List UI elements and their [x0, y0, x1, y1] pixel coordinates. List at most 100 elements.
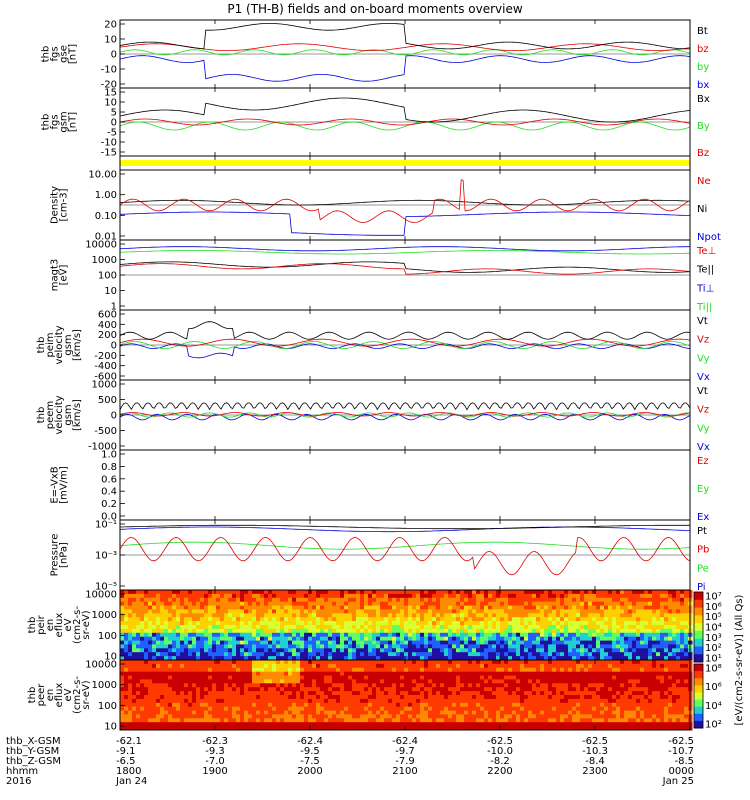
spectrogram-cell	[304, 636, 309, 642]
spectrogram-cell	[248, 628, 253, 634]
spectrogram-cell	[180, 621, 185, 626]
spectrogram-cell	[448, 656, 453, 661]
series-line-black	[119, 22, 690, 50]
spectrogram-cell	[576, 609, 581, 614]
spectrogram-cell	[464, 663, 469, 669]
spectrogram-cell	[156, 695, 161, 700]
spectrogram-cell	[324, 609, 329, 614]
spectrogram-cell	[348, 605, 353, 610]
spectrogram-cell	[448, 625, 453, 630]
spectrogram-cell	[484, 625, 489, 630]
spectrogram-cell	[396, 660, 401, 665]
spectrogram-cell	[224, 609, 229, 614]
spectrogram-cell	[288, 613, 293, 618]
spectrogram-cell	[616, 710, 621, 715]
spectrogram-cell	[644, 628, 649, 634]
spectrogram-cell	[588, 597, 593, 603]
spectrogram-cell	[424, 702, 429, 708]
spectrogram-cell	[624, 644, 629, 649]
spectrogram-cell	[344, 628, 349, 634]
spectrogram-cell	[352, 601, 357, 607]
spectrogram-cell	[228, 714, 233, 719]
spectrogram-cell	[456, 597, 461, 603]
spectrogram-cell	[504, 652, 509, 657]
spectrogram-cell	[336, 644, 341, 649]
spectrogram-cell	[432, 601, 437, 607]
spectrogram-cell	[552, 695, 557, 700]
spectrogram-cell	[284, 628, 289, 634]
spectrogram-cell	[576, 695, 581, 700]
spectrogram-cell	[216, 695, 221, 700]
spectrogram-cell	[224, 675, 229, 680]
spectrogram-cell	[576, 671, 581, 677]
spectrogram-cell	[120, 667, 125, 673]
spectrogram-cell	[656, 698, 661, 704]
spectrogram-cell	[208, 691, 213, 696]
spectrogram-cell	[440, 640, 445, 645]
spectrogram-cell	[160, 628, 165, 634]
spectrogram-cell	[280, 628, 285, 634]
spectrogram-cell	[332, 683, 337, 688]
spectrogram-cell	[272, 644, 277, 649]
spectrogram-cell	[356, 710, 361, 715]
spectrogram-cell	[132, 628, 137, 634]
spectrogram-cell	[580, 613, 585, 618]
spectrogram-cell	[612, 644, 617, 649]
spectrogram-cell	[644, 698, 649, 704]
spectrogram-cell	[644, 671, 649, 677]
spectrogram-cell	[400, 652, 405, 657]
spectrogram-cell	[148, 702, 153, 708]
spectrogram-cell	[424, 695, 429, 700]
spectrogram-cell	[420, 621, 425, 626]
spectrogram-cell	[628, 609, 633, 614]
spectrogram-cell	[136, 687, 141, 692]
spectrogram-cell	[316, 671, 321, 677]
spectrogram-cell	[288, 710, 293, 715]
spectrogram-cell	[124, 617, 129, 622]
spectrogram-cell	[156, 628, 161, 634]
spectrogram-cell	[492, 625, 497, 630]
spectrogram-cell	[568, 593, 573, 599]
spectrogram-cell	[248, 601, 253, 607]
spectrogram-cell	[124, 714, 129, 719]
spectrogram-cell	[140, 593, 145, 599]
spectrogram-cell	[352, 632, 357, 638]
spectrogram-cell	[540, 621, 545, 626]
spectrogram-cell	[264, 644, 269, 649]
spectrogram-cell	[560, 687, 565, 692]
spectrogram-cell	[544, 660, 549, 665]
spectrogram-cell	[156, 640, 161, 645]
spectrogram-cell	[640, 636, 645, 642]
spectrogram-cell	[660, 687, 665, 692]
spectrogram-cell	[308, 605, 313, 610]
spectrogram-cell	[180, 590, 185, 595]
spectrogram-cell	[552, 648, 557, 653]
spectrogram-cell	[136, 613, 141, 618]
spectrogram-cell	[620, 621, 625, 626]
spectrogram-cell	[644, 695, 649, 700]
spectrogram-cell	[412, 605, 417, 610]
spectrogram-cell	[224, 714, 229, 719]
spectrogram-cell	[264, 621, 269, 626]
spectrogram-cell	[188, 597, 193, 603]
spectrogram-cell	[656, 706, 661, 712]
spectrogram-cell	[600, 706, 605, 712]
spectrogram-cell	[284, 667, 289, 673]
spectrogram-cell	[448, 698, 453, 704]
spectrogram-cell	[352, 675, 357, 680]
spectrogram-cell	[200, 675, 205, 680]
spectrogram-cell	[324, 605, 329, 610]
spectrogram-cell	[468, 710, 473, 715]
spectrogram-cell	[364, 625, 369, 630]
spectrogram-cell	[556, 663, 561, 669]
spectrogram-cell	[324, 590, 329, 595]
spectrogram-cell	[428, 695, 433, 700]
spectrogram-cell	[636, 613, 641, 618]
spectrogram-cell	[124, 628, 129, 634]
spectrogram-cell	[252, 617, 257, 622]
spectrogram-cell	[488, 590, 493, 595]
spectrogram-cell	[152, 710, 157, 715]
spectrogram-cell	[196, 613, 201, 618]
spectrogram-cell	[432, 593, 437, 599]
y-tick-label: -500	[94, 426, 117, 437]
